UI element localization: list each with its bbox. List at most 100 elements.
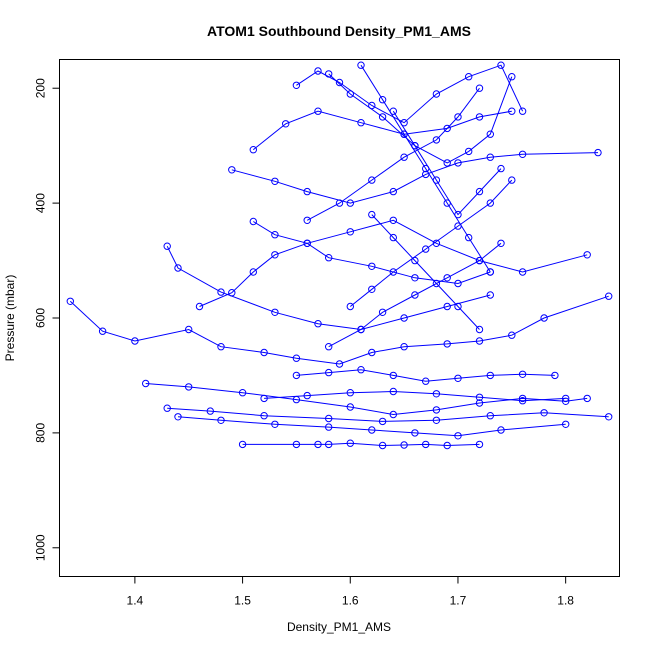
data-point <box>475 84 484 92</box>
data-point <box>475 187 484 196</box>
data-point <box>98 327 107 335</box>
data-point <box>185 325 193 334</box>
data-point <box>443 441 451 450</box>
data-point <box>497 426 505 434</box>
data-point <box>357 366 365 374</box>
y-tick-label: 600 <box>34 308 48 328</box>
data-point <box>163 404 171 412</box>
data-point <box>314 107 322 115</box>
data-point <box>400 441 408 449</box>
data-point <box>422 440 430 449</box>
data-point <box>540 314 548 322</box>
data-series-16 <box>260 387 570 405</box>
x-tick-label: 1.5 <box>234 594 251 608</box>
data-point <box>605 413 613 421</box>
data-point <box>400 314 408 322</box>
data-point <box>131 337 139 345</box>
data-point <box>475 399 484 407</box>
data-point <box>368 426 376 434</box>
data-point <box>271 177 279 186</box>
data-series-15 <box>292 366 559 385</box>
data-point <box>389 410 397 419</box>
series-line <box>242 442 480 447</box>
x-tick-label: 1.7 <box>450 594 467 608</box>
y-tick-label: 400 <box>34 193 48 213</box>
data-point <box>454 302 462 311</box>
data-point <box>422 245 430 253</box>
y-tick-label: 200 <box>34 78 48 98</box>
data-series-17 <box>368 210 484 334</box>
data-point <box>400 153 408 161</box>
data-point <box>357 119 365 127</box>
x-axis: 1.4 1.5 1.6 1.7 1.8 <box>127 576 574 608</box>
data-point <box>335 199 344 207</box>
data-series-2 <box>142 379 591 419</box>
data-point <box>475 325 484 334</box>
x-tick-label: 1.8 <box>557 594 574 608</box>
data-point <box>163 242 171 250</box>
data-point <box>497 61 505 69</box>
data-point <box>497 239 505 248</box>
data-point <box>271 251 279 259</box>
data-point <box>271 231 279 239</box>
data-point <box>475 113 484 121</box>
data-point <box>378 113 387 121</box>
data-point <box>454 113 462 121</box>
data-point <box>389 268 397 276</box>
series-line <box>360 64 491 273</box>
data-point <box>378 441 387 450</box>
data-point <box>303 239 311 248</box>
data-series-10 <box>292 61 527 127</box>
series-line <box>231 152 599 204</box>
data-point <box>443 340 451 348</box>
data-point <box>325 254 333 262</box>
data-point <box>314 320 322 328</box>
data-point <box>228 289 236 297</box>
data-point <box>486 371 494 380</box>
data-point <box>303 216 311 225</box>
data-series-1 <box>66 292 613 368</box>
data-point <box>508 331 516 339</box>
chart-title: ATOM1 Southbound Density_PM1_AMS <box>207 23 471 39</box>
data-point <box>486 268 494 276</box>
data-point <box>378 308 387 316</box>
data-point <box>443 124 451 133</box>
data-point <box>486 291 494 299</box>
data-point <box>174 413 182 421</box>
data-point <box>475 440 484 449</box>
data-point <box>314 440 322 449</box>
data-point <box>540 409 548 417</box>
data-point <box>443 159 451 167</box>
data-point <box>249 268 258 276</box>
y-tick-label: 800 <box>34 423 48 443</box>
data-point <box>486 130 494 138</box>
series-line <box>328 242 502 348</box>
x-axis-label: Density_PM1_AMS <box>287 620 391 634</box>
data-point <box>422 164 430 173</box>
data-point <box>303 391 311 400</box>
data-point <box>217 343 225 351</box>
data-point <box>594 148 602 157</box>
data-point <box>238 440 247 449</box>
data-point <box>518 370 527 378</box>
data-series-6 <box>195 216 591 311</box>
data-point <box>335 360 344 368</box>
data-point <box>432 390 441 398</box>
data-point <box>142 379 150 388</box>
data-point <box>389 216 397 225</box>
series-line <box>371 214 480 330</box>
data-point <box>508 73 516 81</box>
data-point <box>346 199 354 207</box>
data-point <box>432 406 441 414</box>
data-point <box>551 371 559 380</box>
series-line <box>145 383 588 416</box>
data-point <box>217 288 225 296</box>
data-point <box>195 302 204 311</box>
data-point <box>518 150 527 159</box>
data-point <box>271 308 279 316</box>
series-line <box>349 179 513 307</box>
data-point <box>411 274 419 282</box>
data-point <box>432 136 441 144</box>
data-series-4 <box>174 413 570 440</box>
